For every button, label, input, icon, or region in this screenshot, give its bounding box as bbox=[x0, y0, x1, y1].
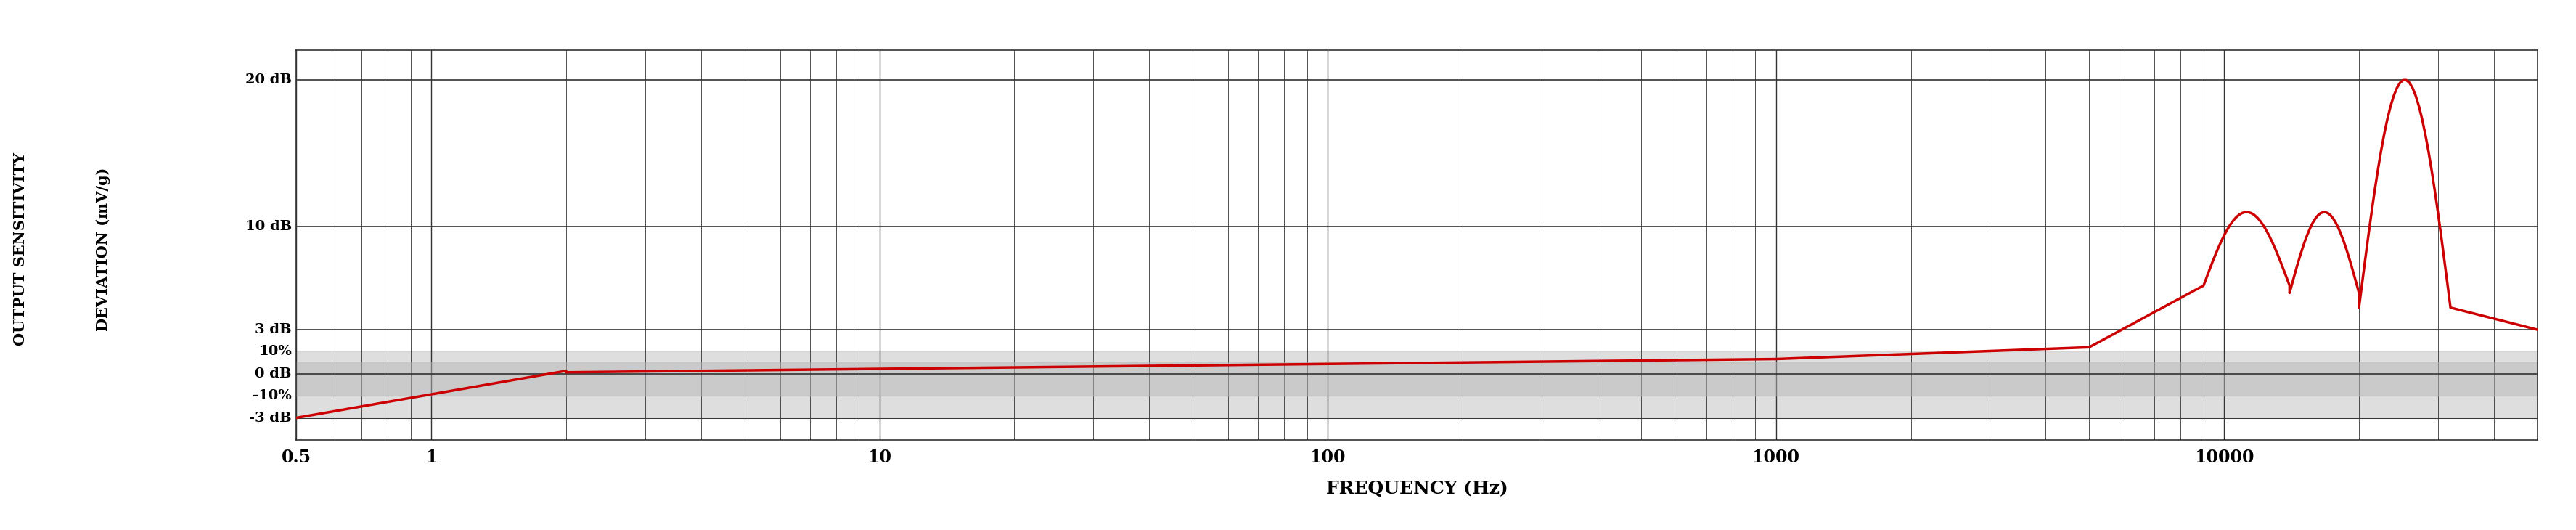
Bar bbox=[296, 352, 2537, 418]
Text: 3 dB: 3 dB bbox=[255, 323, 291, 336]
Text: 20 dB: 20 dB bbox=[245, 73, 291, 86]
Text: -10%: -10% bbox=[252, 389, 291, 402]
Text: 10%: 10% bbox=[258, 345, 291, 358]
Bar bbox=[296, 362, 2537, 396]
Text: OUTPUT SENSITIVITY: OUTPUT SENSITIVITY bbox=[13, 153, 28, 346]
Text: DEVIATION (mV/g): DEVIATION (mV/g) bbox=[95, 167, 111, 331]
Text: 0 dB: 0 dB bbox=[255, 367, 291, 381]
Text: -3 dB: -3 dB bbox=[250, 411, 291, 425]
Text: 10 dB: 10 dB bbox=[245, 220, 291, 233]
X-axis label: FREQUENCY (Hz): FREQUENCY (Hz) bbox=[1327, 480, 1507, 498]
